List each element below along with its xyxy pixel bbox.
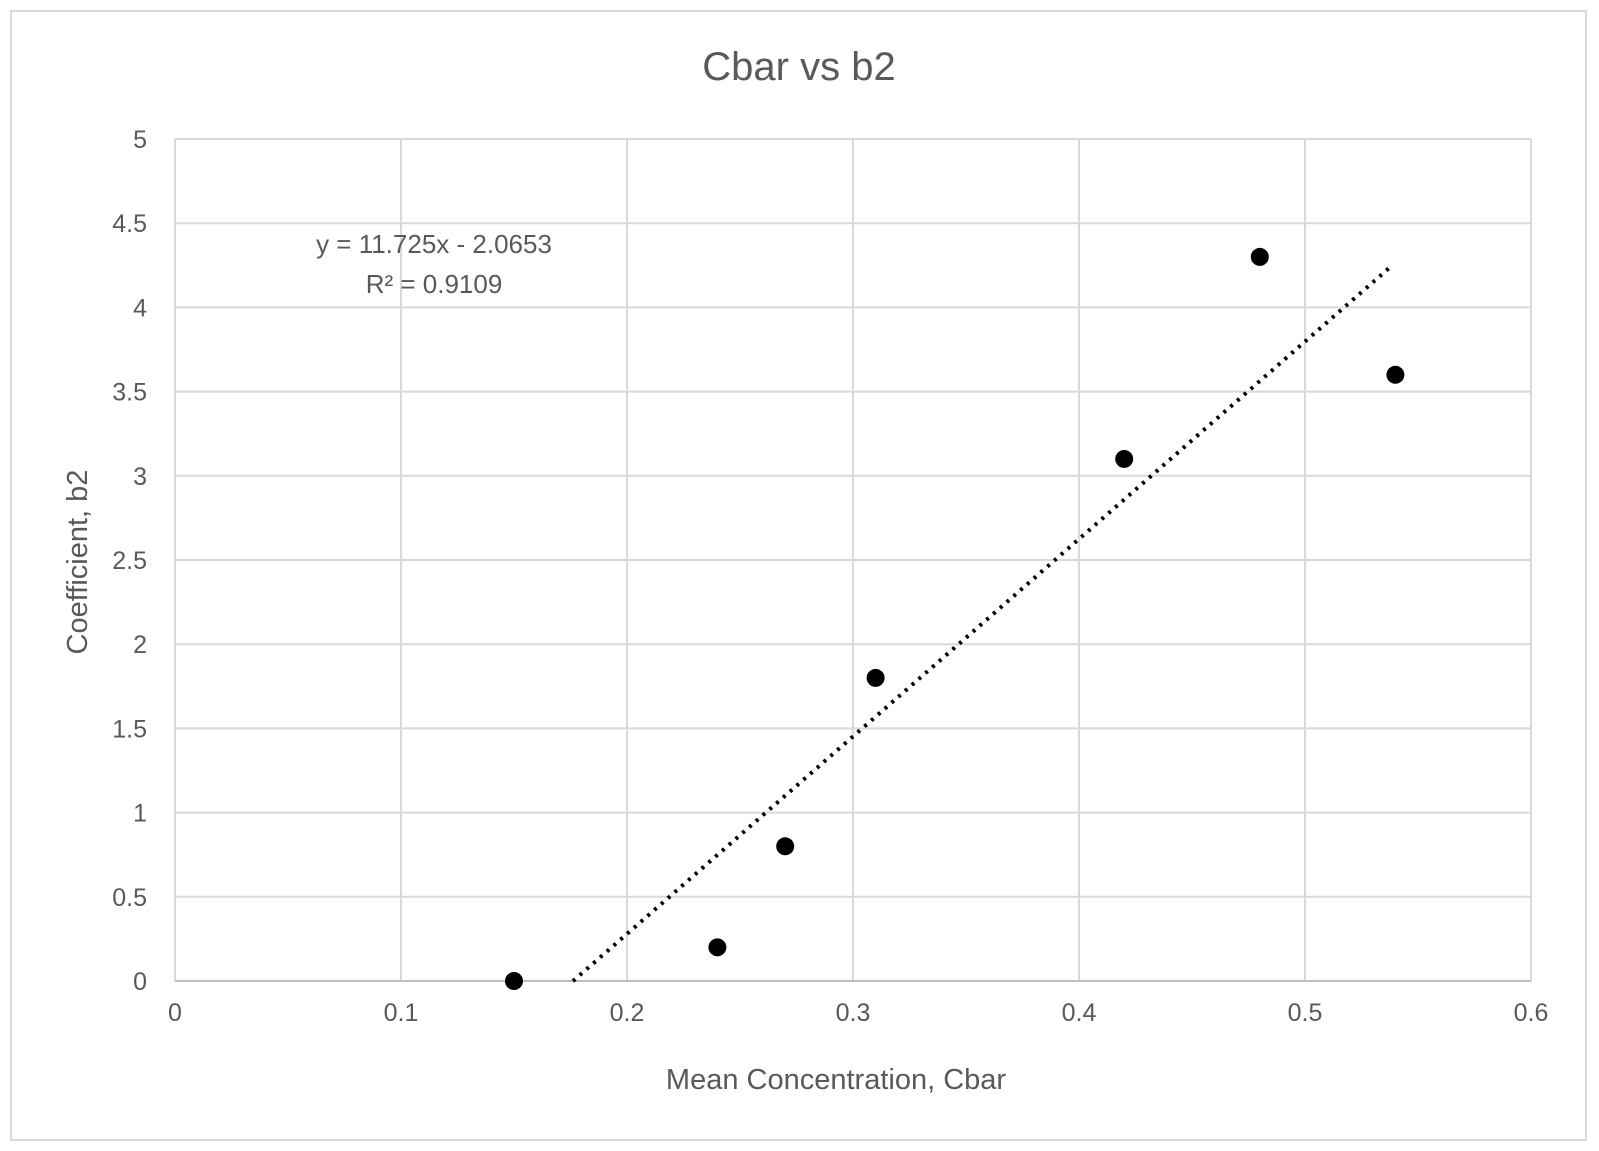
chart-frame	[10, 10, 1587, 1141]
x-tick-label: 0	[168, 999, 182, 1027]
trendline-r-squared: R² = 0.9109	[366, 269, 503, 299]
trendline-equation: y = 11.725x - 2.0653	[316, 229, 552, 259]
y-tick-label: 4	[133, 294, 147, 322]
x-tick-label: 0.6	[1514, 999, 1549, 1027]
y-tick-label: 0	[133, 968, 147, 996]
y-tick-label: 1.5	[112, 715, 147, 743]
trendline	[571, 266, 1390, 983]
data-point	[1115, 449, 1134, 468]
x-tick-label: 0.4	[1062, 999, 1097, 1027]
y-tick-label: 3.5	[112, 379, 147, 407]
grid-layer	[174, 138, 1532, 982]
y-tick-label: 1	[133, 800, 147, 828]
data-point	[866, 668, 885, 687]
x-tick-label: 0.1	[384, 999, 419, 1027]
x-tick-label: 0.3	[836, 999, 871, 1027]
trendline-layer	[571, 266, 1390, 983]
y-tick-label: 5	[133, 126, 147, 154]
data-point	[776, 837, 795, 856]
data-point	[505, 972, 523, 990]
y-tick-label: 2.5	[112, 547, 147, 575]
data-point	[1386, 365, 1405, 384]
chart-title: Cbar vs b2	[702, 45, 895, 89]
y-tick-label: 0.5	[112, 884, 147, 912]
y-axis-label: Coefficient, b2	[62, 470, 94, 655]
y-tick-labels: 0 0.5 1 1.5 2 2.5 3 3.5 4 4.5 5	[112, 126, 147, 996]
data-point	[708, 938, 727, 957]
x-tick-labels: 0 0.1 0.2 0.3 0.4 0.5 0.6	[168, 999, 1548, 1027]
x-tick-label: 0.5	[1288, 999, 1323, 1027]
x-axis-label: Mean Concentration, Cbar	[666, 1064, 1006, 1096]
y-tick-label: 2	[133, 631, 147, 659]
x-tick-label: 0.2	[610, 999, 645, 1027]
data-point	[1250, 247, 1269, 266]
data-points	[505, 247, 1405, 990]
y-tick-label: 4.5	[112, 210, 147, 238]
y-tick-label: 3	[133, 463, 147, 491]
